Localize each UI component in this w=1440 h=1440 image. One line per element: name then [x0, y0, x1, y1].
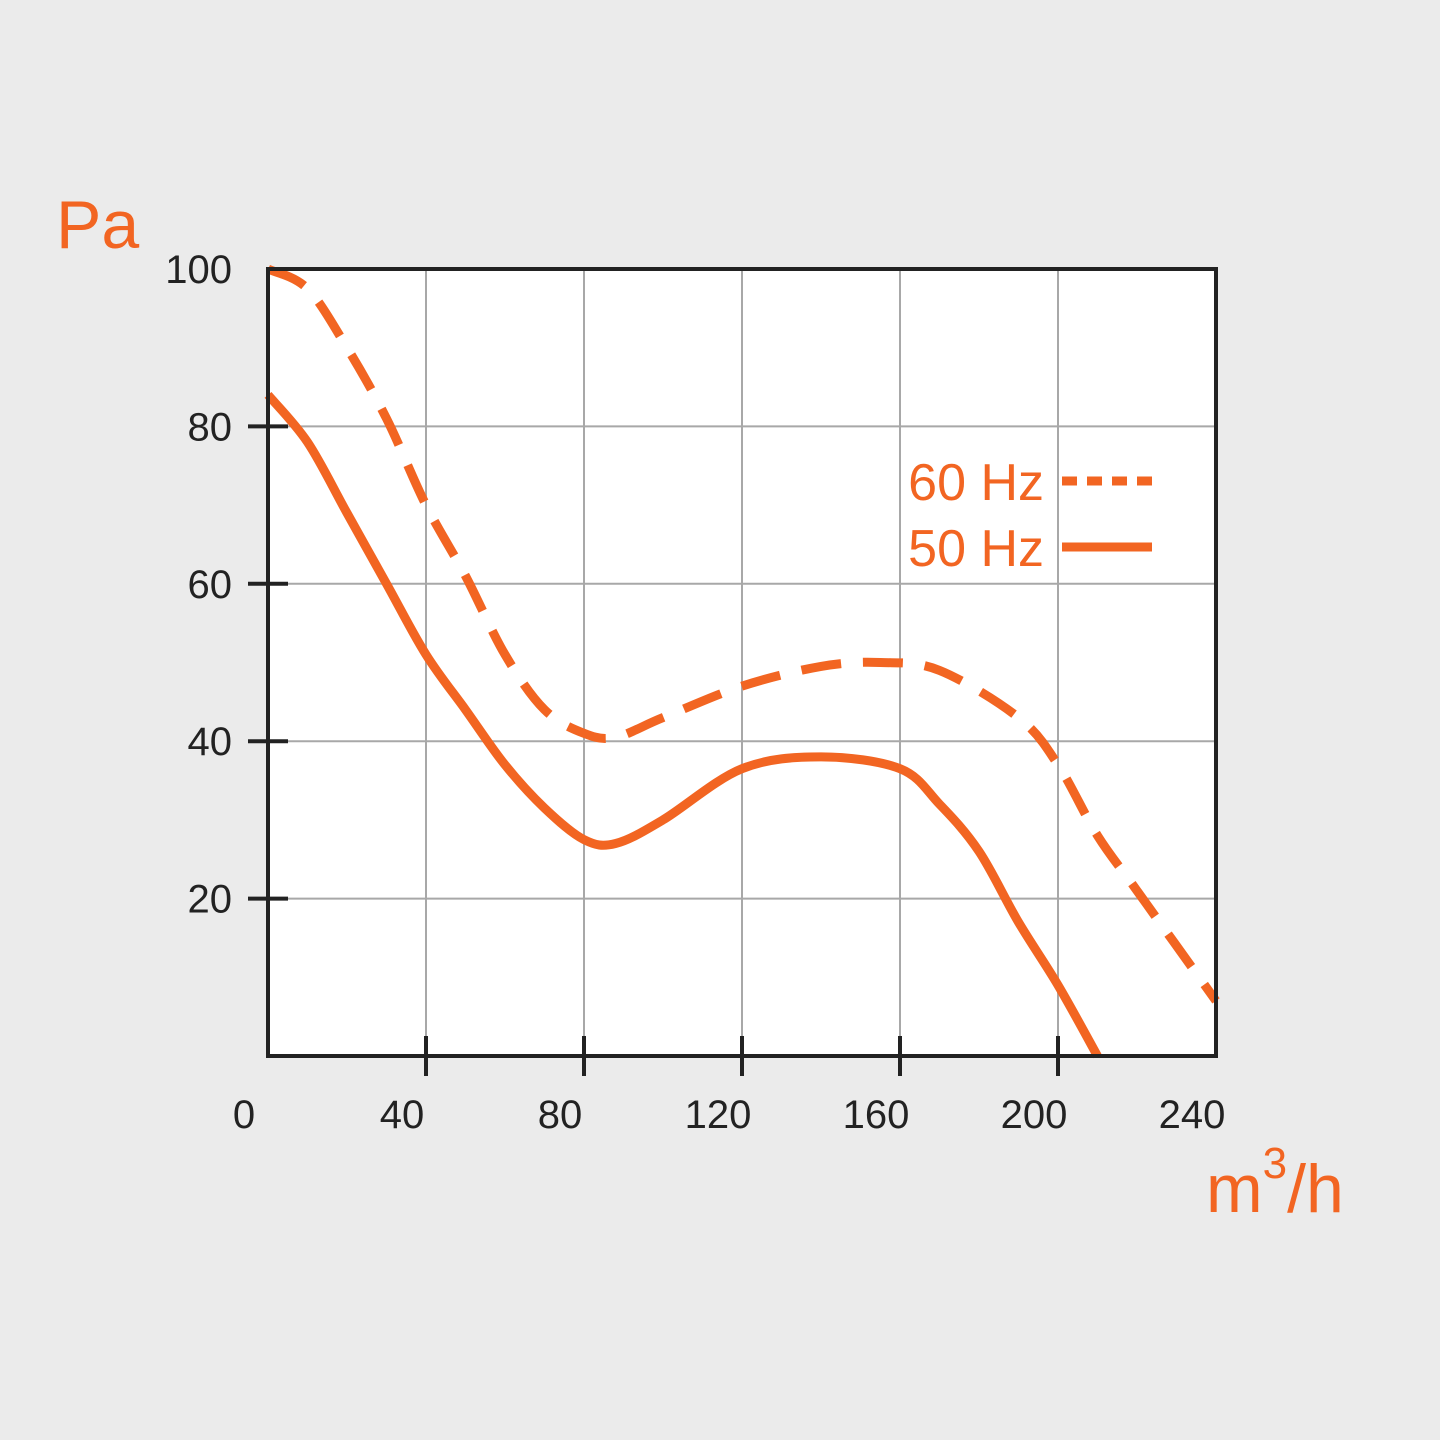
y-tick-label-20: 20	[188, 878, 233, 922]
x-tick-label-80: 80	[538, 1093, 583, 1137]
series-line-50-hz	[264, 391, 1102, 1059]
y-axis-label: Pa	[56, 187, 139, 263]
series-line-60-hz	[265, 264, 1220, 1004]
x-tick-label-160: 160	[843, 1093, 910, 1137]
x-tick-label-240: 240	[1159, 1093, 1226, 1137]
x-axis-label-superscript: 3	[1263, 1139, 1287, 1188]
axis-ticks: 0 40 80 120 160 200 240 100 80 60 40 20	[165, 248, 1225, 1137]
y-tick-label-80: 80	[188, 405, 233, 449]
x-tick-label-120: 120	[685, 1093, 752, 1137]
legend-label-60-hz: 60 Hz	[908, 454, 1044, 512]
x-tick-label-200: 200	[1001, 1093, 1068, 1137]
y-tick-label-100: 100	[165, 248, 232, 292]
legend: 60 Hz 50 Hz	[908, 454, 1152, 578]
x-tick-label-40: 40	[380, 1093, 425, 1137]
x-axis-label: m3/h	[1206, 1139, 1344, 1227]
y-tick-label-60: 60	[188, 563, 233, 607]
grid-lines	[268, 269, 1216, 1056]
x-tick-label-0: 0	[233, 1093, 255, 1137]
y-tick-label-40: 40	[188, 720, 233, 764]
x-axis-label-base: m	[1206, 1151, 1263, 1227]
legend-label-50-hz: 50 Hz	[908, 520, 1044, 578]
series-layer	[264, 264, 1220, 1059]
x-axis-label-rest: /h	[1287, 1151, 1344, 1227]
